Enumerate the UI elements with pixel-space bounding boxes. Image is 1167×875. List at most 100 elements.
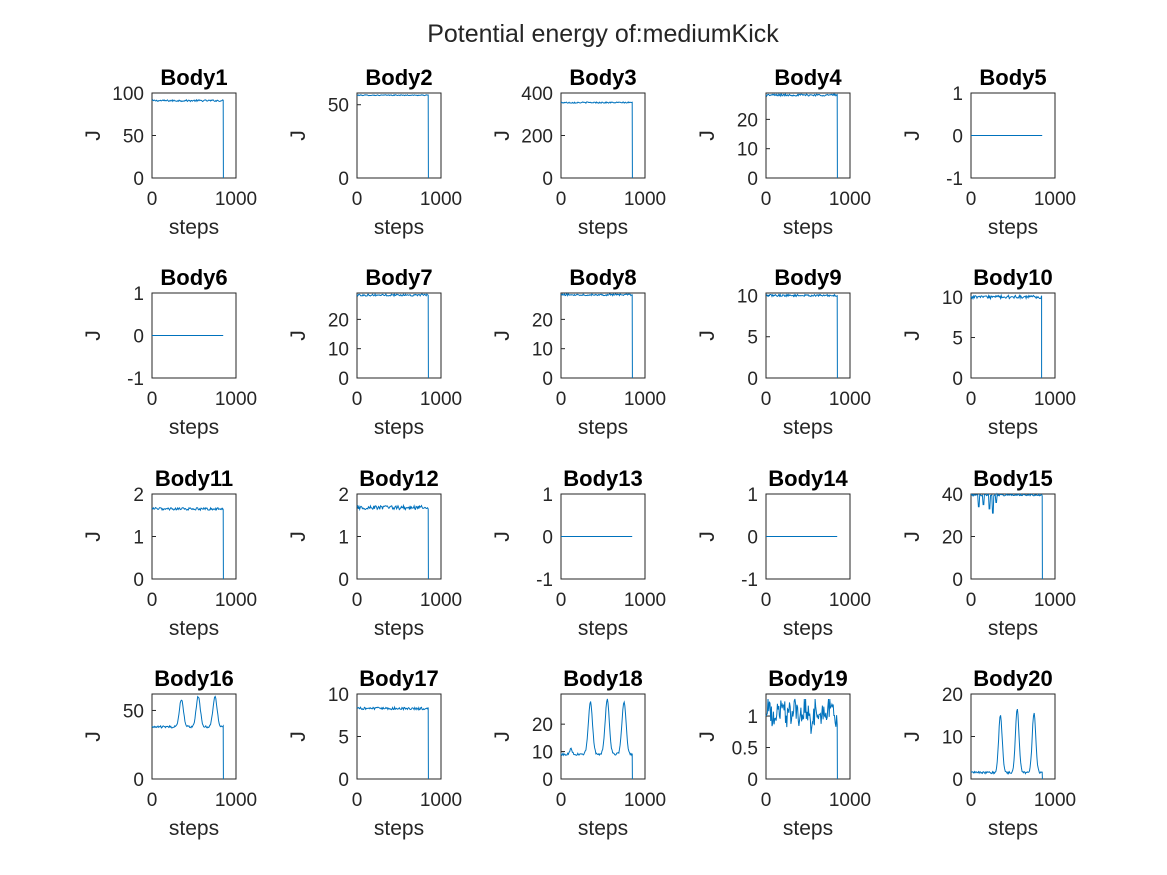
y-tick-label: 1 (747, 485, 758, 506)
y-tick-label: 10 (942, 288, 963, 309)
series-line (356, 292, 429, 379)
x-tick-label: 0 (352, 590, 363, 611)
y-tick-label: 10 (532, 340, 553, 361)
y-axis-label: J (82, 531, 105, 542)
y-tick-label: 100 (112, 84, 144, 105)
x-axis-label: steps (988, 617, 1038, 640)
subplot-title: Body7 (365, 265, 432, 290)
x-tick-label: 1000 (624, 189, 666, 210)
y-tick-label: 10 (942, 728, 963, 749)
x-tick-label: 1000 (624, 790, 666, 811)
series-line (356, 705, 429, 780)
y-tick-label: 1 (952, 84, 963, 105)
axes-box (765, 292, 851, 379)
y-tick-label: 0 (133, 169, 144, 190)
y-axis-label: J (287, 731, 310, 742)
series-line (765, 92, 838, 179)
y-tick-label: 2 (133, 485, 144, 506)
x-axis-label: steps (374, 617, 424, 640)
x-tick-label: 0 (761, 189, 772, 210)
x-axis-label: steps (988, 216, 1038, 239)
y-axis-label: J (901, 731, 924, 742)
x-tick-label: 1000 (624, 590, 666, 611)
y-tick-label: 0 (952, 127, 963, 148)
subplot-body16: Body16 0 1000 0 50 steps J (82, 666, 257, 840)
series-line (151, 506, 224, 580)
y-axis-label: J (287, 531, 310, 542)
y-tick-label: 0 (952, 770, 963, 791)
x-tick-label: 0 (966, 790, 977, 811)
x-tick-label: 1000 (829, 389, 871, 410)
x-axis-label: steps (783, 216, 833, 239)
axes-box (970, 493, 1056, 580)
y-tick-label: 400 (521, 84, 553, 105)
x-tick-label: 1000 (1034, 590, 1076, 611)
y-tick-label: 0 (542, 169, 553, 190)
x-tick-label: 1000 (420, 790, 462, 811)
y-axis-label: J (696, 731, 719, 742)
y-axis-label: J (491, 330, 514, 341)
series-line (560, 698, 633, 780)
y-axis-label: J (287, 130, 310, 141)
y-tick-label: -1 (536, 570, 553, 591)
y-tick-label: 1 (133, 284, 144, 305)
y-tick-label: 50 (123, 127, 144, 148)
x-axis-label: steps (783, 416, 833, 439)
x-tick-label: 1000 (215, 590, 257, 611)
y-tick-label: 0 (542, 770, 553, 791)
axes-box (970, 693, 1056, 780)
y-axis-label: J (82, 731, 105, 742)
subplot-title: Body14 (768, 466, 848, 491)
subplot-title: Body19 (768, 666, 847, 691)
series-line (151, 98, 224, 179)
x-tick-label: 0 (556, 790, 567, 811)
series-line (560, 101, 633, 179)
subplot-title: Body9 (774, 265, 841, 290)
x-axis-label: steps (169, 617, 219, 640)
y-tick-label: 0.5 (732, 739, 758, 760)
y-tick-label: 1 (542, 485, 553, 506)
x-tick-label: 1000 (624, 389, 666, 410)
y-tick-label: 20 (942, 528, 963, 549)
y-tick-label: 20 (942, 685, 963, 706)
x-axis-label: steps (578, 416, 628, 439)
y-axis-label: J (82, 130, 105, 141)
y-tick-label: 0 (542, 528, 553, 549)
x-tick-label: 0 (352, 389, 363, 410)
subplot-body20: Body20 0 1000 0 10 20 steps J (901, 666, 1076, 840)
y-axis-label: J (696, 330, 719, 341)
y-tick-label: 1 (338, 528, 349, 549)
subplot-body10: Body10 0 1000 0 5 10 steps J (901, 265, 1076, 439)
x-axis-label: steps (578, 216, 628, 239)
x-tick-label: 1000 (1034, 189, 1076, 210)
y-tick-label: 0 (338, 369, 349, 390)
y-tick-label: 0 (338, 770, 349, 791)
x-axis-label: steps (783, 817, 833, 840)
y-tick-label: 0 (747, 369, 758, 390)
x-tick-label: 0 (966, 590, 977, 611)
x-tick-label: 1000 (420, 389, 462, 410)
subplot-body18: Body18 0 1000 0 10 20 steps J (491, 666, 666, 840)
subplot-body7: Body7 0 1000 0 10 20 steps J (287, 265, 462, 439)
y-tick-label: 0 (747, 169, 758, 190)
x-axis-label: steps (374, 416, 424, 439)
subplot-body15: Body15 0 1000 0 20 40 steps J (901, 466, 1076, 640)
y-tick-label: 200 (521, 127, 553, 148)
series-line (356, 94, 429, 179)
y-axis-label: J (901, 130, 924, 141)
subplot-body2: Body2 0 1000 0 50 steps J (287, 65, 462, 239)
subplot-body9: Body9 0 1000 0 5 10 steps J (696, 265, 871, 439)
y-tick-label: 20 (328, 310, 349, 331)
series-line (765, 293, 838, 379)
y-tick-label: 20 (532, 310, 553, 331)
x-axis-label: steps (169, 216, 219, 239)
subplot-body4: Body4 0 1000 0 10 20 steps J (696, 65, 871, 239)
x-tick-label: 1000 (420, 189, 462, 210)
x-tick-label: 1000 (420, 590, 462, 611)
x-tick-label: 1000 (1034, 790, 1076, 811)
x-tick-label: 1000 (829, 590, 871, 611)
subplot-body1: Body1 0 1000 0 50 100 steps J (82, 65, 257, 239)
